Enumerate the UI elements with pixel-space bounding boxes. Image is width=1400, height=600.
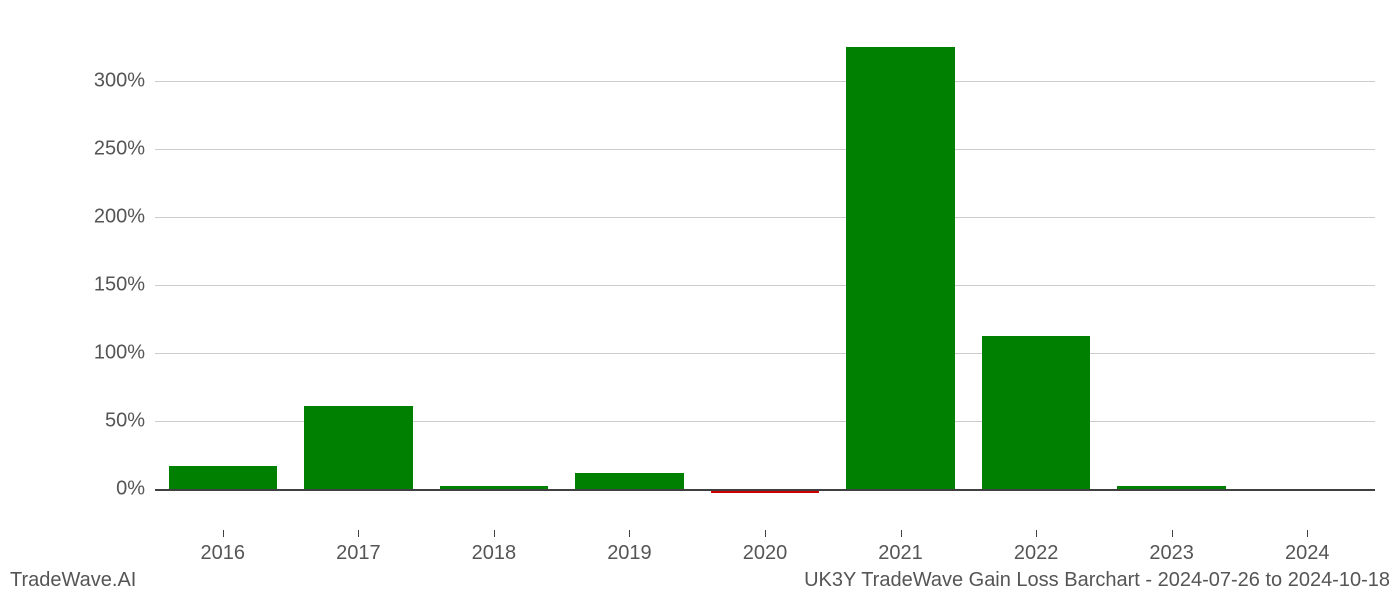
- x-tick-mark: [358, 530, 359, 537]
- y-tick-label: 300%: [94, 70, 155, 93]
- x-tick-mark: [494, 530, 495, 537]
- grid-line: [155, 285, 1375, 286]
- y-tick-label: 100%: [94, 342, 155, 365]
- y-tick-label: 50%: [105, 410, 155, 433]
- grid-line: [155, 81, 1375, 82]
- y-tick-label: 250%: [94, 138, 155, 161]
- plot-area: 0%50%100%150%200%250%300%201620172018201…: [155, 20, 1375, 530]
- y-tick-label: 200%: [94, 206, 155, 229]
- x-tick-mark: [1307, 530, 1308, 537]
- bar: [304, 406, 412, 489]
- x-tick-mark: [1036, 530, 1037, 537]
- bar: [169, 466, 277, 489]
- footer-right-text: UK3Y TradeWave Gain Loss Barchart - 2024…: [804, 569, 1390, 592]
- x-axis-line: [155, 489, 1375, 491]
- bar: [982, 336, 1090, 490]
- chart-container: 0%50%100%150%200%250%300%201620172018201…: [0, 0, 1400, 600]
- bar: [846, 47, 954, 489]
- x-tick-mark: [1172, 530, 1173, 537]
- bar: [575, 473, 683, 489]
- grid-line: [155, 149, 1375, 150]
- grid-line: [155, 217, 1375, 218]
- x-tick-mark: [629, 530, 630, 537]
- grid-line: [155, 353, 1375, 354]
- x-tick-mark: [223, 530, 224, 537]
- footer-left-text: TradeWave.AI: [10, 569, 136, 592]
- y-tick-label: 150%: [94, 274, 155, 297]
- y-tick-label: 0%: [116, 478, 155, 501]
- x-tick-mark: [901, 530, 902, 537]
- x-tick-mark: [765, 530, 766, 537]
